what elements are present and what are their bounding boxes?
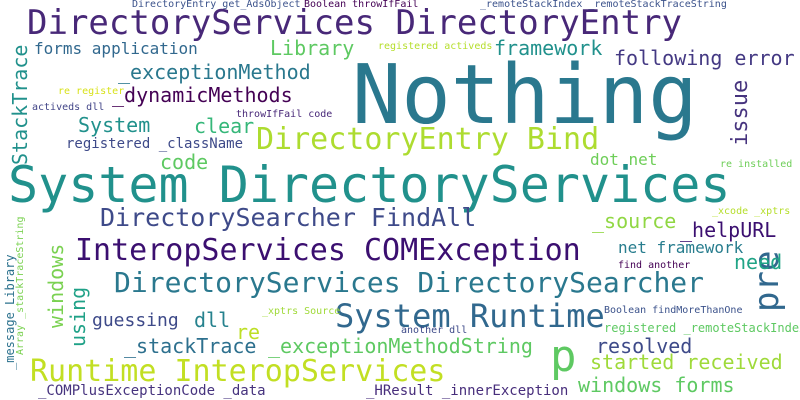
word-dll: dll: [194, 308, 231, 332]
word-find-another: find another: [618, 260, 691, 271]
word-windows: windows: [44, 243, 68, 328]
word-registered-activeds: registered activeds: [378, 41, 493, 52]
word-runtime-interopservices: Runtime InteropServices: [30, 354, 446, 389]
word-started-received: started received: [590, 350, 783, 374]
word-net-framework: net framework: [618, 238, 744, 257]
word-stacktrace: StackTrace: [8, 44, 32, 165]
word-forms-application: forms application: [34, 39, 198, 58]
word-re: re: [236, 320, 261, 344]
word-following-error: following error: [614, 46, 795, 70]
word-issue: issue: [728, 79, 753, 146]
word-system: System: [78, 113, 151, 137]
word-boolean-findmorethanone: Boolean findMoreThanOne: [604, 305, 743, 316]
word-hresult-innerexception: _HResult _innerException: [366, 383, 569, 399]
word-throwiffail-code: throwIfFail code: [236, 109, 333, 120]
word-dynamicmethods: _dynamicMethods: [112, 83, 293, 107]
word-windows-forms: windows forms: [578, 373, 735, 397]
word-p: p: [550, 331, 577, 382]
word-interopservices-comexception: InteropServices COMException: [75, 233, 581, 268]
word-library: Library: [270, 36, 355, 60]
word-nothing: Nothing: [352, 48, 698, 143]
word-directoryservices-directoryentry: DirectoryServices DirectoryEntry: [27, 3, 683, 43]
word-guessing: guessing: [92, 310, 179, 331]
word-system-directoryservices: System DirectoryServices: [8, 156, 731, 214]
word-remotestackindex-remotestacktracestring: _remoteStackIndex _remoteStackTraceStrin…: [480, 0, 727, 10]
word-clear: clear: [194, 114, 255, 138]
word-directoryentry-bind: DirectoryEntry Bind: [256, 122, 600, 157]
word-need: need: [734, 250, 783, 274]
word-using: using: [66, 286, 90, 347]
word-directoryservices-directorysearcher: DirectoryServices DirectorySearcher: [114, 266, 705, 299]
word-framework: framework: [494, 36, 603, 60]
word-system-runtime: System Runtime: [335, 297, 605, 335]
word-complusexceptioncode-data: _COMPlusExceptionCode _data: [38, 383, 266, 399]
word-exceptionmethod: _exceptionMethod: [118, 60, 311, 84]
word-another-dll: another dll: [401, 325, 468, 336]
word-directoryentry-get-adsobject: DirectoryEntry get_AdsObject: [132, 0, 301, 10]
word-exceptionmethodstring: _exceptionMethodString: [268, 334, 533, 358]
word-activeds-dll: activeds dll: [32, 102, 105, 113]
word-registered-classname: registered _className: [66, 136, 244, 152]
word-code: code: [160, 150, 209, 174]
word-re-register: re register: [58, 86, 125, 97]
word-re-installed: re installed: [720, 159, 793, 170]
word-resolved: resolved: [596, 334, 693, 358]
word-stacktrace-field: _stackTrace: [124, 334, 257, 358]
word-registered-remotestackindex: registered _remoteStackIndex: [604, 321, 800, 335]
word-helpurl: _helpURL: [680, 218, 777, 242]
word-array-stacktracestring: Array _stackTraceString: [15, 216, 26, 355]
word-directorysearcher-findall: DirectorySearcher FindAll: [100, 203, 477, 232]
word-xptrs-source: _xptrs Source: [262, 306, 341, 317]
word-boolean-throwiffail: Boolean throwIfFail: [304, 0, 419, 10]
word-dot-net: dot net: [590, 150, 658, 169]
word-source: _source: [592, 209, 677, 233]
word-xcode-xptrs: _xcode _xptrs: [712, 206, 791, 217]
